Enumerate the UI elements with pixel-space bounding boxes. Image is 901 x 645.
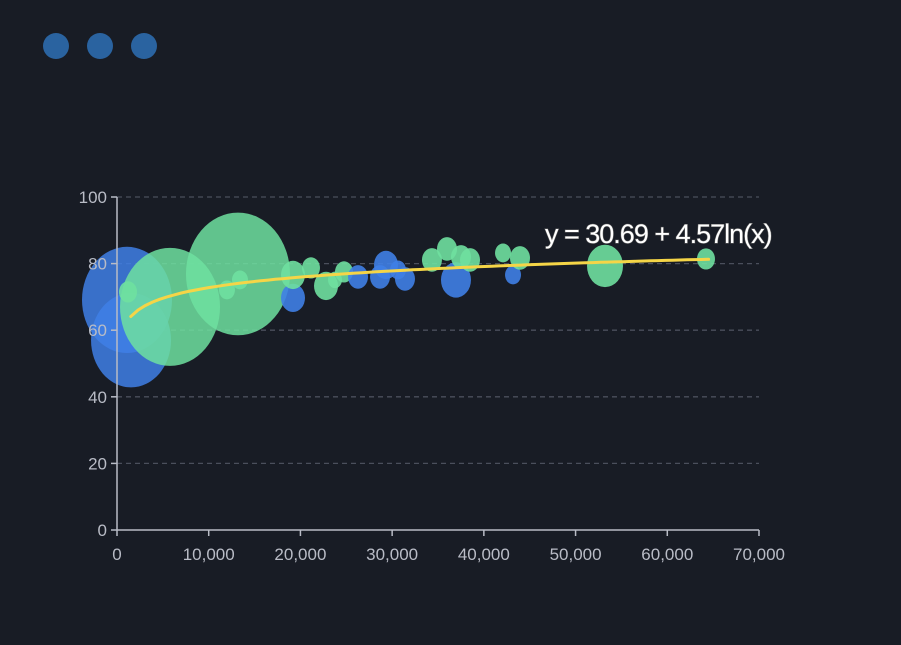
bubble (421, 248, 442, 272)
bubble (231, 270, 248, 290)
y-tick-label: 100 (79, 188, 107, 207)
x-tick-label: 30,000 (366, 545, 418, 564)
x-tick-label: 20,000 (274, 545, 326, 564)
bubble (301, 257, 320, 279)
window-controls (43, 33, 157, 59)
y-tick-label: 80 (88, 255, 107, 274)
window-dot[interactable] (131, 33, 157, 59)
window-dot[interactable] (87, 33, 113, 59)
bubble (587, 244, 624, 288)
x-tick-label: 0 (112, 545, 121, 564)
bubble (495, 243, 512, 263)
bubble (280, 260, 305, 290)
x-tick-label: 50,000 (550, 545, 602, 564)
bubble (348, 265, 369, 289)
x-tick-label: 40,000 (458, 545, 510, 564)
bubble (370, 265, 391, 289)
x-tick-label: 10,000 (183, 545, 235, 564)
window-dot[interactable] (43, 33, 69, 59)
y-tick-label: 40 (88, 388, 107, 407)
x-tick-label: 60,000 (641, 545, 693, 564)
bubble (440, 262, 471, 298)
trendline-equation: y = 30.69 + 4.57ln(x) (545, 219, 772, 249)
bubble (505, 265, 522, 285)
bubble (280, 283, 305, 313)
trendline (129, 257, 711, 318)
y-tick-label: 0 (98, 521, 107, 540)
x-tick-label: 70,000 (733, 545, 785, 564)
y-tick-label: 20 (88, 454, 107, 473)
y-tick-label: 60 (88, 321, 107, 340)
